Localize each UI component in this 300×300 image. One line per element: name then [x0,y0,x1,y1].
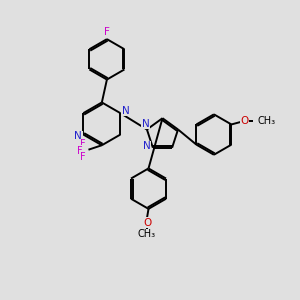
Text: N: N [142,118,149,128]
Text: O: O [240,116,249,127]
Text: CH₃: CH₃ [258,116,276,127]
Text: O: O [143,218,151,227]
Text: CH₃: CH₃ [138,230,156,239]
Text: N: N [122,106,129,116]
Text: F: F [80,140,86,149]
Text: F: F [80,152,86,162]
Text: F: F [77,146,82,156]
Text: F: F [104,27,110,37]
Text: N: N [74,131,82,141]
Text: N: N [143,141,151,151]
